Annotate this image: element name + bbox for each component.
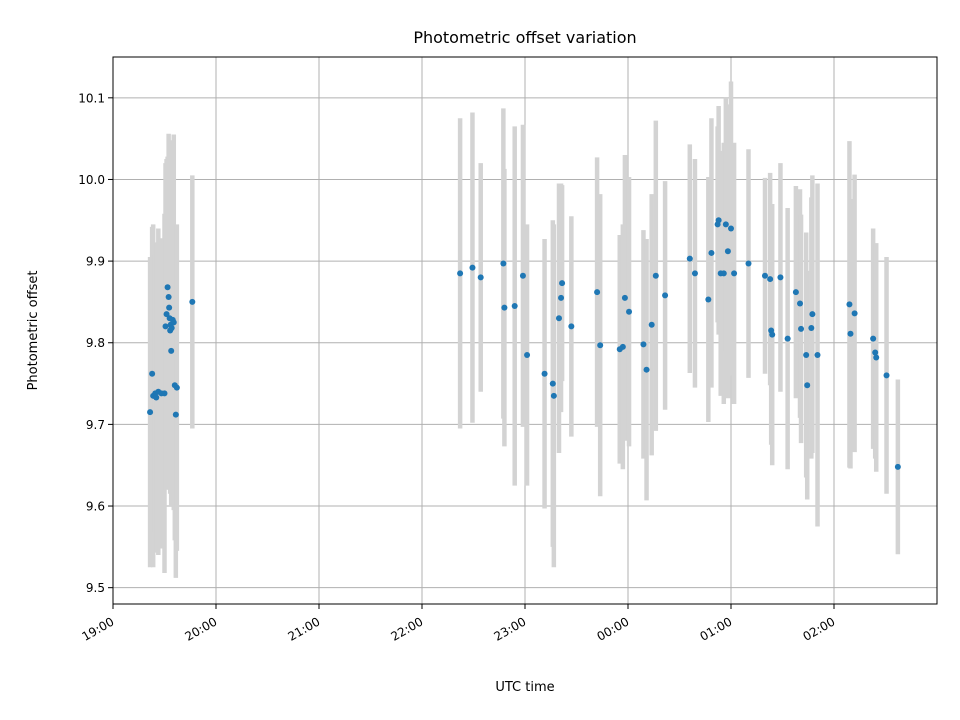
data-point <box>166 304 173 311</box>
data-point <box>722 221 729 228</box>
data-point <box>808 325 815 332</box>
data-point <box>501 304 508 311</box>
data-point <box>621 294 628 301</box>
data-point <box>731 270 738 277</box>
data-point <box>149 370 156 377</box>
data-point <box>894 463 901 470</box>
data-point <box>640 341 647 348</box>
data-point <box>519 272 526 279</box>
data-point <box>777 274 784 281</box>
y-axis-ticks: 9.5 9.6 9.7 9.8 9.9 10.0 10.1 <box>78 91 113 595</box>
data-point <box>872 349 879 356</box>
data-point <box>724 248 731 255</box>
data-point <box>809 311 816 318</box>
data-point <box>792 289 799 296</box>
data-point <box>173 384 180 391</box>
data-point <box>594 289 601 296</box>
x-axis-label: UTC time <box>495 680 554 695</box>
data-points <box>147 217 901 470</box>
data-point <box>469 264 476 271</box>
data-point <box>847 330 854 337</box>
data-point <box>161 390 168 397</box>
data-point <box>767 276 774 283</box>
data-point <box>550 392 557 399</box>
data-point <box>172 411 179 418</box>
data-point <box>170 319 177 326</box>
data-point <box>870 335 877 342</box>
data-point <box>851 310 858 317</box>
y-axis-label: Photometric offset <box>26 271 41 391</box>
data-point <box>798 325 805 332</box>
data-point <box>568 323 575 330</box>
data-point <box>708 249 715 256</box>
data-point <box>549 380 556 387</box>
data-point <box>619 343 626 350</box>
y-tick-label: 9.9 <box>86 255 105 269</box>
data-point <box>652 272 659 279</box>
data-point <box>164 284 171 291</box>
y-tick-label: 9.8 <box>86 336 105 350</box>
data-point <box>168 347 175 354</box>
data-point <box>189 298 196 305</box>
data-point <box>662 292 669 299</box>
data-point <box>500 260 507 267</box>
chart-title: Photometric offset variation <box>413 28 636 47</box>
data-point <box>524 351 531 358</box>
data-point <box>648 321 655 328</box>
data-point <box>558 294 565 301</box>
data-point <box>745 260 752 267</box>
y-tick-label: 10.1 <box>78 91 105 105</box>
data-point <box>165 294 172 301</box>
data-point <box>784 335 791 342</box>
data-point <box>705 296 712 303</box>
data-point <box>168 325 175 332</box>
data-point <box>162 323 169 330</box>
data-point <box>555 315 562 322</box>
data-point <box>511 303 518 310</box>
y-tick-label: 9.5 <box>86 581 105 595</box>
data-point <box>797 300 804 307</box>
data-point <box>163 311 170 318</box>
y-tick-label: 9.7 <box>86 418 105 432</box>
data-point <box>541 370 548 377</box>
data-point <box>457 270 464 277</box>
data-point <box>626 308 633 315</box>
data-point <box>803 351 810 358</box>
data-point <box>597 342 604 349</box>
data-point <box>153 394 160 401</box>
data-point <box>769 331 776 338</box>
y-tick-label: 9.6 <box>86 500 105 514</box>
data-point <box>147 409 154 416</box>
y-tick-label: 10.0 <box>78 173 105 187</box>
data-point <box>728 225 734 232</box>
data-point <box>873 354 880 361</box>
data-point <box>477 274 484 281</box>
data-point <box>686 255 693 262</box>
data-point <box>814 351 821 358</box>
data-point <box>691 270 698 277</box>
data-point <box>761 272 768 279</box>
data-point <box>804 382 811 389</box>
data-point <box>846 301 853 308</box>
data-point <box>559 280 566 287</box>
data-point <box>720 270 727 277</box>
data-point <box>883 372 890 379</box>
data-point <box>643 366 650 373</box>
data-point <box>715 217 722 224</box>
